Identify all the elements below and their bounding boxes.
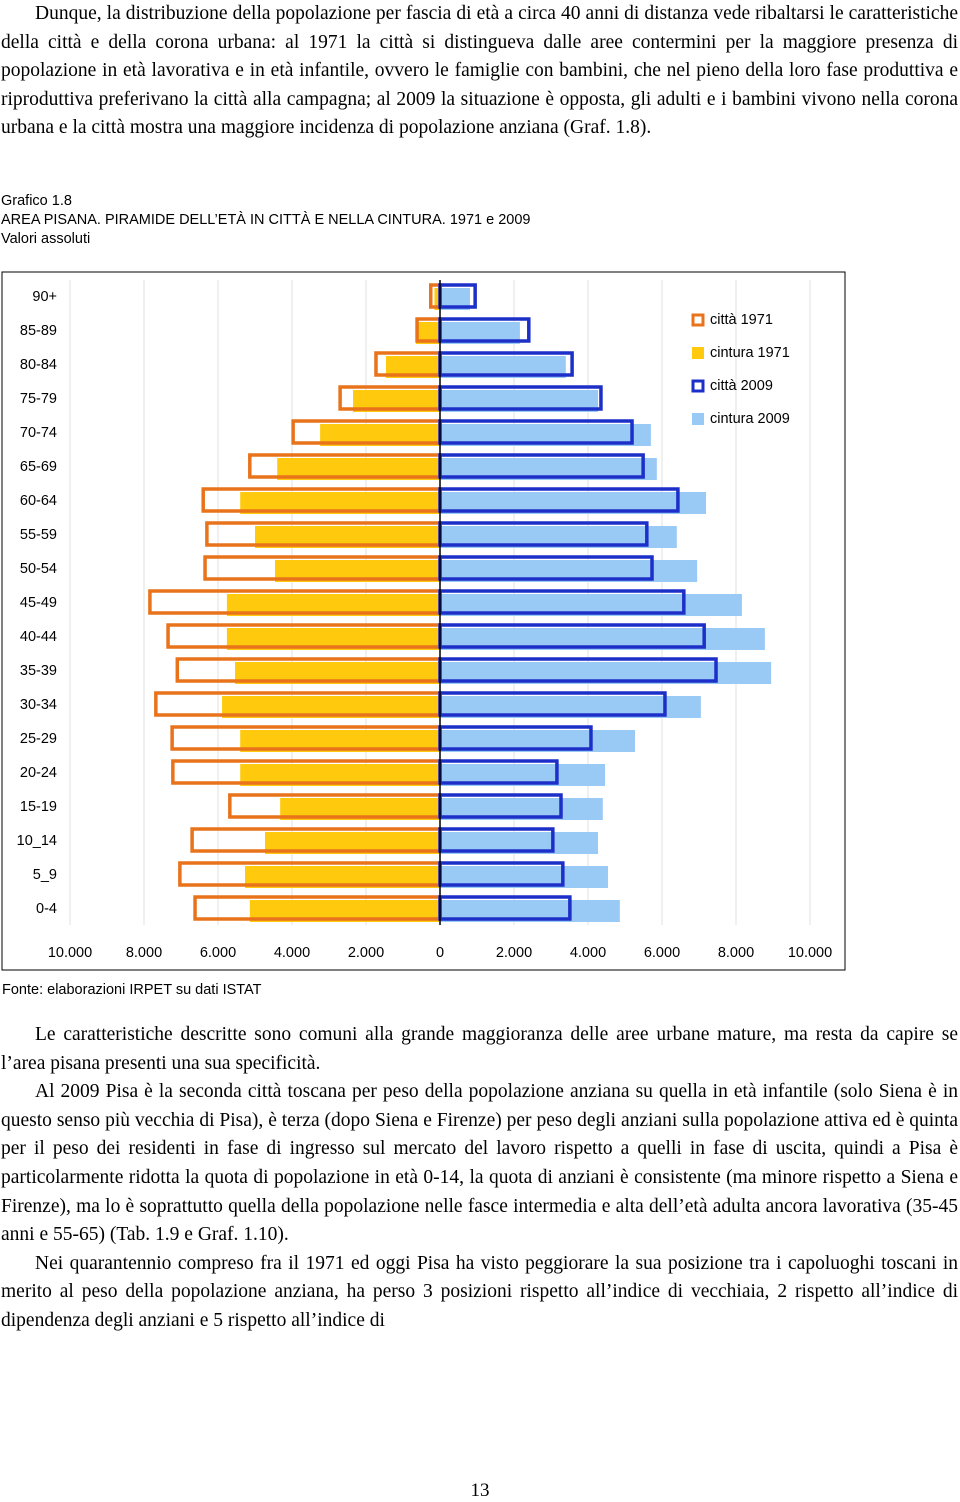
figure-subtitle: Valori assoluti: [1, 231, 91, 247]
x-tick-label: 2.000: [496, 945, 532, 961]
page-number: 13: [470, 1480, 490, 1501]
paragraph: Dunque, la distribuzione della popolazio…: [1, 3, 958, 139]
legend-swatch: [692, 413, 704, 425]
bar: [440, 492, 707, 514]
y-tick-label: 15-19: [20, 799, 57, 815]
bar: [440, 730, 635, 752]
bar: [440, 832, 598, 854]
bar: [249, 900, 440, 922]
y-tick-label: 40-44: [20, 629, 57, 645]
bar: [440, 560, 698, 582]
y-tick-label: 5_9: [33, 867, 57, 883]
bar: [440, 594, 742, 616]
source: Fonte: elaborazioni IRPET su dati ISTAT: [2, 982, 262, 998]
figure-label: Grafico 1.8: [1, 193, 72, 209]
bar: [440, 458, 657, 480]
bar: [434, 288, 440, 310]
y-tick-label: 85-89: [20, 323, 57, 339]
y-tick-label: 80-84: [20, 357, 57, 373]
bar: [440, 628, 765, 650]
bar: [440, 288, 470, 310]
bar: [235, 662, 440, 684]
paragraph: Le caratteristiche descritte sono comuni…: [1, 1024, 958, 1074]
bar: [440, 696, 701, 718]
x-tick-label: 0: [436, 945, 444, 961]
bar: [440, 322, 520, 344]
text-bottom: Le caratteristiche descritte sono comuni…: [1, 1021, 958, 1336]
y-tick-label: 75-79: [20, 391, 57, 407]
legend-swatch: [691, 313, 705, 327]
y-tick-label: 30-34: [20, 697, 57, 713]
bar: [440, 900, 620, 922]
x-tick-label: 10.000: [48, 945, 92, 961]
legend-label: cintura 2009: [710, 411, 790, 427]
y-tick-label: 70-74: [20, 425, 57, 441]
x-tick-label: 2.000: [348, 945, 384, 961]
x-tick-label: 4.000: [570, 945, 606, 961]
legend-swatch: [691, 379, 705, 393]
chart: Fonte: elaborazioni IRPET su dati ISTAT …: [1, 271, 846, 998]
y-tick-label: 45-49: [20, 595, 57, 611]
bar: [240, 764, 440, 786]
bar: [255, 526, 440, 548]
y-tick-label: 55-59: [20, 527, 57, 543]
legend-label: cintura 1971: [710, 345, 790, 361]
y-tick-label: 0-4: [36, 901, 57, 917]
bar: [440, 390, 598, 412]
bar: [274, 560, 440, 582]
y-tick-label: 60-64: [20, 493, 57, 509]
bar: [440, 764, 606, 786]
bar: [440, 866, 608, 888]
text-top: Dunque, la distribuzione della popolazio…: [1, 0, 958, 143]
bar: [240, 492, 440, 514]
legend-label: città 2009: [710, 378, 773, 394]
figure-title: AREA PISANA. PIRAMIDE DELL’ETÀ IN CITTÀ …: [1, 212, 531, 228]
y-tick-label: 25-29: [20, 731, 57, 747]
bar: [264, 832, 440, 854]
paragraph: Nei quarantennio compreso fra il 1971 ed…: [1, 1252, 958, 1331]
x-tick-label: 4.000: [274, 945, 310, 961]
y-tick-label: 65-69: [20, 459, 57, 475]
chart-frame: [1, 271, 846, 971]
y-tick-label: 50-54: [20, 561, 57, 577]
legend-swatch: [692, 347, 704, 359]
paragraph: Al 2009 Pisa è la seconda città toscana …: [1, 1081, 958, 1246]
bar: [226, 628, 440, 650]
bar: [226, 594, 440, 616]
bar: [240, 730, 440, 752]
legend-label: città 1971: [710, 312, 773, 328]
x-tick-label: 6.000: [200, 945, 236, 961]
y-tick-label: 10_14: [17, 833, 57, 849]
bar: [440, 356, 566, 378]
bar: [320, 424, 440, 446]
bar: [415, 322, 440, 344]
x-tick-label: 8.000: [718, 945, 754, 961]
x-tick-label: 10.000: [788, 945, 832, 961]
bar: [440, 526, 677, 548]
x-tick-label: 6.000: [644, 945, 680, 961]
bar: [353, 390, 440, 412]
bar: [280, 798, 440, 820]
x-tick-label: 8.000: [126, 945, 162, 961]
bar: [385, 356, 440, 378]
bar: [440, 662, 772, 684]
y-tick-label: 90+: [32, 289, 57, 305]
y-tick-label: 35-39: [20, 663, 57, 679]
bar: [222, 696, 440, 718]
bar: [277, 458, 440, 480]
y-tick-label: 20-24: [20, 765, 57, 781]
bar: [440, 424, 651, 446]
bar: [245, 866, 440, 888]
